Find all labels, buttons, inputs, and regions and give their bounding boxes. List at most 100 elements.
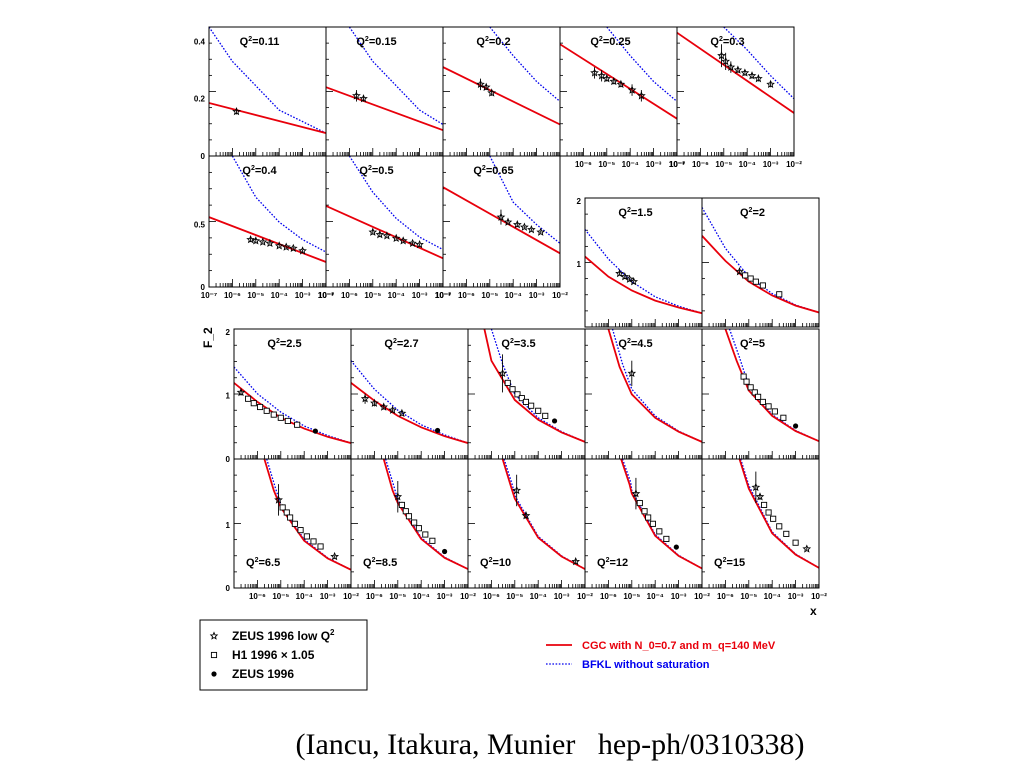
data-point-star <box>753 74 763 83</box>
x-tick-label: 10⁻³ <box>295 291 311 300</box>
data-point-star <box>519 222 529 231</box>
panel-frame <box>701 197 820 328</box>
data-point-star <box>232 107 241 116</box>
panel-curves <box>382 459 468 570</box>
data-point-square <box>636 499 643 507</box>
q2-label: Q2=10 <box>480 557 511 569</box>
cgc-curve <box>351 382 468 444</box>
data-point-square <box>284 417 291 425</box>
open-square-icon <box>210 651 218 659</box>
panel-q2-0_3: Q2=0.3 10⁻⁷ 10⁻⁶ 10⁻⁵ 10⁻⁴ 10⁻³ 10⁻² <box>669 26 802 169</box>
cgc-curve <box>263 459 351 571</box>
data-point-star <box>352 91 361 100</box>
x-tick-label: 10⁻⁴ <box>647 592 664 601</box>
q2-label: Q2=1.5 <box>618 207 652 219</box>
bfkl-curve <box>621 459 702 570</box>
panel-curves <box>326 27 443 132</box>
x-tick-label: 10⁻² <box>811 592 827 601</box>
data-point-star <box>274 495 283 504</box>
figure-caption: (Iancu, Itakura, Munier hep-ph/0310338) <box>295 728 805 761</box>
legend-box <box>199 619 368 691</box>
q2-label: Q2=2 <box>740 207 765 219</box>
x-tick-label: 10⁻⁷ <box>435 291 451 300</box>
x-tick-label: 10⁻⁵ <box>247 291 264 300</box>
panel-q2-2_5: Q2=2.5 2 1 0 <box>226 328 352 464</box>
x-tick-label: 10⁻³ <box>763 160 779 169</box>
data-point-square <box>641 508 648 515</box>
x-tick-label: 10⁻⁶ <box>341 291 358 300</box>
data-point-star <box>733 65 743 74</box>
x-tick-label: 10⁻³ <box>671 592 687 601</box>
data-point-star <box>496 212 506 221</box>
data-point-square <box>504 379 511 386</box>
bfkl-curve <box>503 459 585 570</box>
data-point-square <box>422 531 429 538</box>
data-point-star <box>246 235 255 244</box>
data-point-square <box>765 403 772 410</box>
panel-frame <box>676 26 795 157</box>
data-point-square <box>283 509 290 516</box>
data-point-star <box>391 233 401 243</box>
data-point-star <box>512 485 522 495</box>
data-point-square <box>303 533 310 540</box>
panel-curves <box>738 459 819 569</box>
data-point-square <box>287 514 294 521</box>
panel-curves <box>209 27 326 134</box>
data-point-square <box>770 515 777 522</box>
q2-label: Q2=8.5 <box>363 557 397 569</box>
data-point-star <box>393 492 403 501</box>
data-point-star <box>629 277 639 286</box>
x-tick-label: 10⁻³ <box>437 592 453 601</box>
x-tick-label: 10⁻⁶ <box>249 592 266 601</box>
data-point-star <box>398 236 408 245</box>
cgc-curve <box>607 329 702 443</box>
data-point-square <box>277 414 284 421</box>
axis-titles: F_2x <box>201 327 817 618</box>
bfkl-curve <box>234 366 351 444</box>
x-tick-label: 10⁻⁴ <box>388 291 405 300</box>
data-point-square <box>415 525 422 532</box>
x-tick-label: 10⁻⁶ <box>224 291 241 300</box>
data-point-star <box>766 79 775 89</box>
data-point-circle <box>793 423 799 429</box>
q2-label: Q2=0.5 <box>359 165 393 177</box>
data-point-star <box>751 482 761 492</box>
y-tick-label: 2 <box>226 328 231 337</box>
bfkl-curve <box>740 459 819 569</box>
panel-curves <box>443 156 560 255</box>
data-point-star <box>408 238 417 248</box>
panel-q2-1_5: Q2=1.5 2 1 <box>577 197 703 328</box>
bfkl-curve <box>266 459 351 571</box>
panel-curves <box>702 207 819 314</box>
data-point-star <box>616 79 626 89</box>
data-point-square <box>765 509 772 516</box>
data-point-square <box>542 412 549 419</box>
panel-q2-0_2: Q2=0.2 <box>442 26 561 157</box>
y-tick-label: 0 <box>226 455 231 464</box>
data-point-star <box>368 227 378 236</box>
data-point-star <box>498 368 507 378</box>
x-tick-label: 10⁻⁵ <box>389 592 406 601</box>
panel-q2-15: Q2=15 10⁻⁶ 10⁻⁵ 10⁻⁴ 10⁻³ 10⁻² <box>701 458 827 601</box>
q2-label: Q2=5 <box>740 338 765 350</box>
legend-curves: CGC with N_0=0.7 and m_q=140 MeV BFKL wit… <box>546 640 776 671</box>
panel-curves <box>560 27 677 120</box>
x-tick-label: 10⁻⁴ <box>413 592 430 601</box>
x-tick-label: 10⁻⁴ <box>622 160 639 169</box>
x-tick-label: 10⁻⁷ <box>201 291 217 300</box>
cgc-curve <box>443 66 560 126</box>
data-point-square <box>663 535 670 542</box>
x-tick-label: 10⁻⁵ <box>506 592 523 601</box>
panel-q2-0_5: Q2=0.5 10⁻⁷ 10⁻⁶ 10⁻⁵ 10⁻⁴ 10⁻³ 10⁻² <box>318 155 451 300</box>
data-point-star <box>415 240 424 249</box>
x-tick-label: 10⁻⁵ <box>740 592 757 601</box>
panel-curves <box>724 329 819 443</box>
x-tick-label: 10⁻⁶ <box>717 592 734 601</box>
cgc-curve <box>209 216 326 263</box>
data-point-star <box>620 272 630 281</box>
x-tick-label: 10⁻⁵ <box>364 291 381 300</box>
data-point-circle <box>434 427 441 434</box>
q2-label: Q2=0.4 <box>242 165 277 177</box>
q2-label: Q2=4.5 <box>618 338 652 350</box>
